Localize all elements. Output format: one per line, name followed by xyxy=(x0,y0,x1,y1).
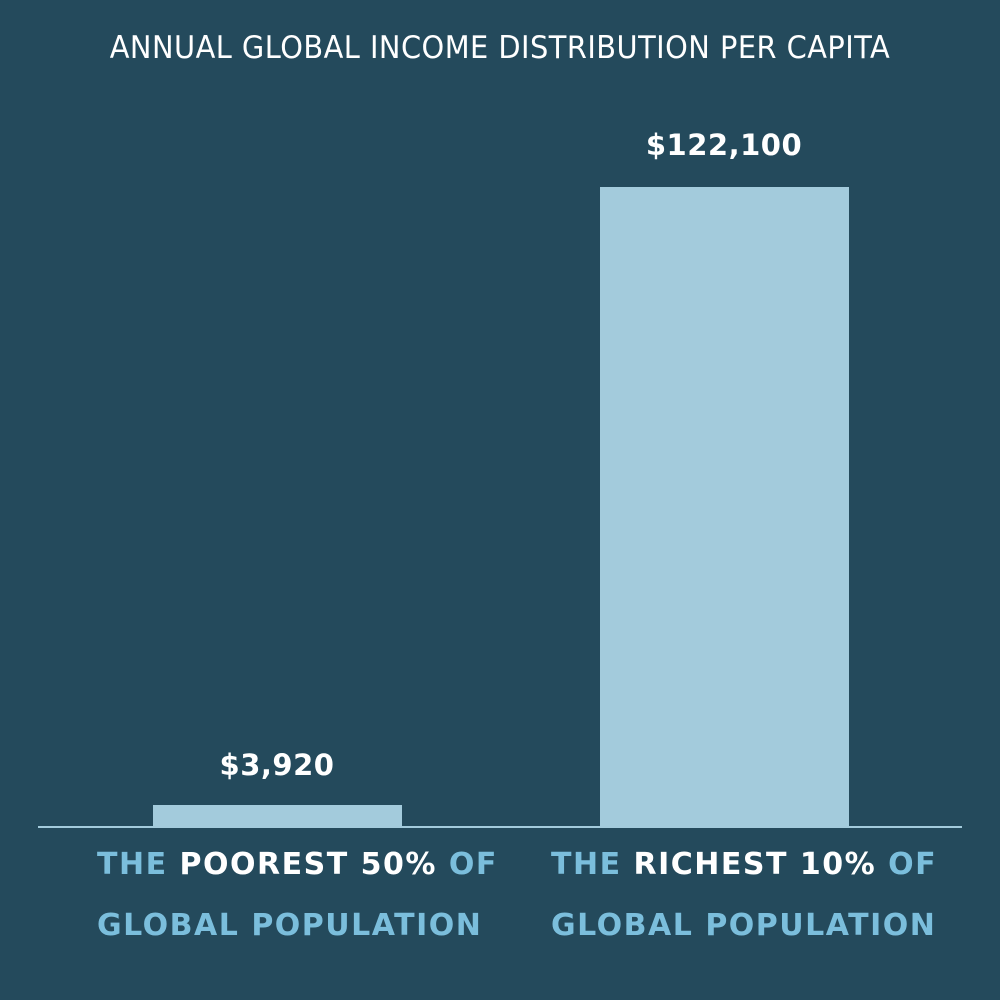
category-label-line2: GLOBAL POPULATION xyxy=(551,908,937,943)
bar-richest-10 xyxy=(600,187,849,827)
bar-value-label-richest: $122,100 xyxy=(645,128,803,162)
category-label-line1: THE POOREST 50% OF xyxy=(97,834,498,895)
label-highlight: POOREST 50% xyxy=(179,847,437,882)
x-axis-baseline xyxy=(38,826,962,828)
chart-title: ANNUAL GLOBAL INCOME DISTRIBUTION PER CA… xyxy=(109,30,891,66)
category-label-richest: THE RICHEST 10% OF GLOBAL POPULATION xyxy=(551,834,937,956)
label-highlight: RICHEST 10% xyxy=(633,847,877,882)
category-label-line2: GLOBAL POPULATION xyxy=(97,908,483,943)
category-label-poorest: THE POOREST 50% OF GLOBAL POPULATION xyxy=(97,834,498,956)
label-prefix: THE xyxy=(97,847,180,882)
category-label-line1: THE RICHEST 10% OF xyxy=(551,834,937,895)
label-suffix: OF xyxy=(436,847,498,882)
label-prefix: THE xyxy=(551,847,634,882)
label-suffix: OF xyxy=(876,847,938,882)
bar-value-label-poorest: $3,920 xyxy=(219,748,335,782)
bar-poorest-50 xyxy=(153,805,402,827)
